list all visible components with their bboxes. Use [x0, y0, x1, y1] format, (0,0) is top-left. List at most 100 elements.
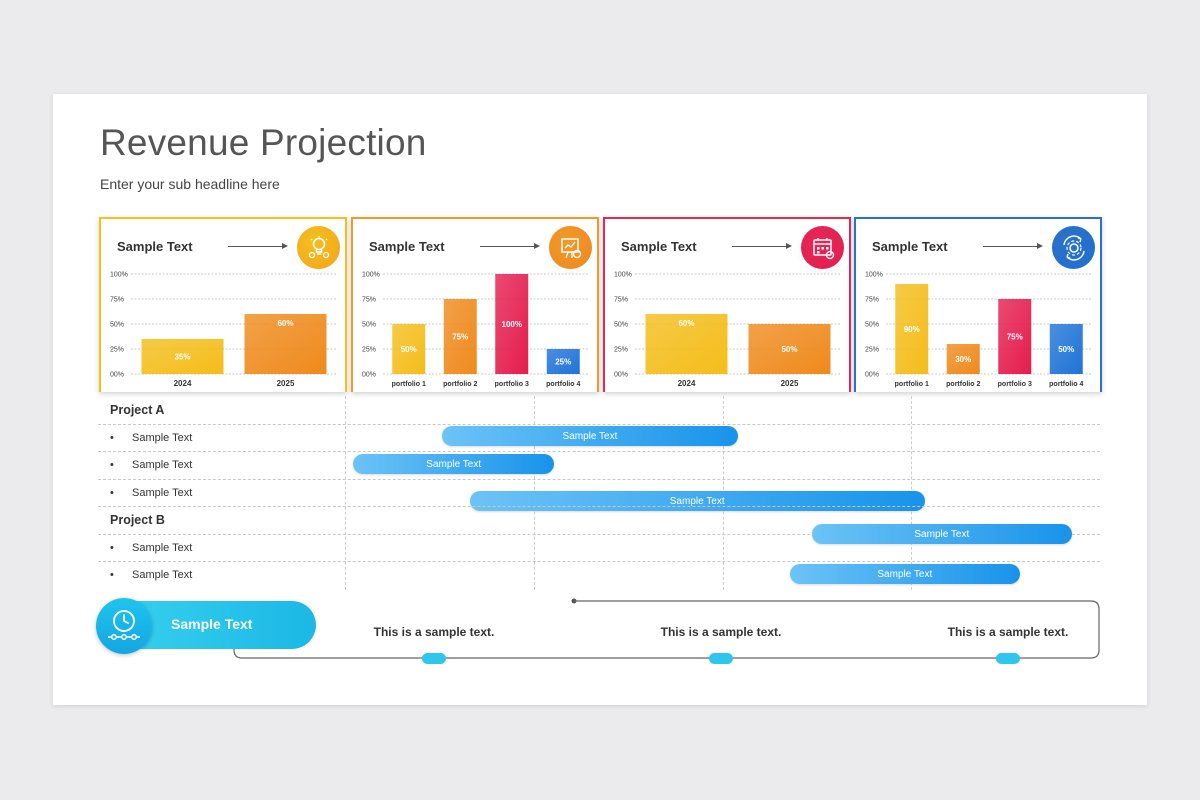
x-tick-label: portfolio 4	[546, 381, 580, 388]
chart-card: Sample Text 100% 75% 50% 25% 00% 35% 2024 60% 202…	[99, 217, 347, 392]
gantt-bar: Sample Text	[789, 564, 1020, 584]
x-tick-label: portfolio 1	[392, 381, 426, 388]
bar-value-label: 30%	[955, 355, 971, 364]
x-tick-label: 2025	[277, 379, 295, 388]
gear-cycle-icon	[1052, 226, 1095, 269]
presentation-board-icon	[549, 226, 592, 269]
gantt-task-row: • Sample Text	[110, 542, 192, 554]
gantt-task-label: Sample Text	[132, 486, 193, 499]
bar-value-label: 50%	[401, 345, 417, 354]
bar	[748, 324, 831, 374]
y-tick-label: 25%	[110, 347, 124, 354]
gantt-task-label: Sample Text	[132, 541, 193, 554]
x-tick-label: portfolio 3	[495, 381, 529, 388]
gantt-task-row: • Sample Text	[110, 487, 192, 499]
y-tick-label: 100%	[362, 272, 380, 279]
arrow-right-icon	[983, 243, 1043, 249]
bar	[645, 314, 728, 374]
bar	[546, 349, 580, 374]
gantt-task-row: • Sample Text	[110, 432, 192, 444]
timeline-marker	[422, 653, 446, 664]
gantt-task-label: Sample Text	[132, 569, 193, 581]
bar-value-label: 90%	[904, 325, 920, 334]
bar-value-label: 60%	[277, 319, 293, 328]
y-tick-label: 00%	[614, 372, 628, 379]
bar	[895, 284, 929, 374]
bullet: •	[110, 541, 114, 554]
y-tick-label: 75%	[362, 297, 376, 304]
chart-card: Sample Text 100% 75% 50% 25% 00% 90% portfolio …	[854, 217, 1102, 392]
timeline-text: This is a sample text.	[947, 625, 1069, 639]
arrow-right-icon	[732, 243, 792, 249]
x-tick-label: portfolio 4	[1049, 381, 1083, 388]
x-tick-label: portfolio 3	[998, 381, 1032, 388]
y-tick-label: 25%	[865, 347, 879, 354]
bar-chart: 100% 75% 50% 25% 00% 50% portfolio 1 75% portfol…	[362, 272, 589, 388]
chart-card: Sample Text 100% 75% 50% 25% 00% 60% 2024 50% 202…	[603, 217, 851, 392]
card-title: Sample Text	[872, 239, 948, 254]
y-tick-label: 50%	[614, 322, 628, 329]
timeline-text: This is a sample text.	[660, 625, 782, 639]
x-tick-label: portfolio 2	[443, 381, 477, 388]
y-tick-label: 75%	[614, 297, 628, 304]
y-tick-label: 25%	[614, 347, 628, 354]
gantt-task-row: • Sample Text	[110, 569, 192, 581]
bar	[244, 314, 327, 374]
y-tick-label: 25%	[362, 347, 376, 354]
gantt-chart: Project A • Sample Text Sample Text • Sample …	[98, 396, 1100, 590]
gantt-section-header: Project B	[110, 513, 165, 527]
bar	[946, 344, 980, 374]
y-tick-label: 00%	[865, 372, 879, 379]
bar	[443, 299, 477, 374]
bar-value-label: 75%	[1007, 333, 1023, 342]
gantt-bar: Sample Text	[811, 524, 1073, 544]
calendar-analytics-icon	[801, 226, 844, 269]
page-subtitle: Enter your sub headline here	[100, 176, 280, 192]
timeline-pill: Sample Text	[96, 598, 316, 654]
gantt-row-divider	[98, 451, 1100, 452]
y-tick-label: 50%	[362, 322, 376, 329]
bar-value-label: 75%	[452, 333, 468, 342]
slide: Revenue Projection Enter your sub headli…	[53, 94, 1147, 705]
gantt-section-header: Project A	[110, 403, 165, 417]
y-tick-label: 100%	[614, 272, 632, 279]
y-tick-label: 50%	[865, 322, 879, 329]
card-title: Sample Text	[621, 239, 697, 254]
x-tick-label: portfolio 2	[946, 381, 980, 388]
gantt-row-divider	[98, 533, 1100, 535]
y-tick-label: 75%	[865, 297, 879, 304]
y-tick-label: 00%	[362, 372, 376, 379]
bar-value-label: 100%	[502, 320, 522, 329]
bar-chart: 100% 75% 50% 25% 00% 35% 2024 60% 2025	[110, 272, 337, 388]
y-tick-label: 100%	[865, 272, 883, 279]
gantt-gridline	[345, 396, 346, 590]
y-tick-label: 100%	[110, 272, 128, 279]
timeline-marker	[709, 653, 733, 664]
bar	[1049, 324, 1083, 374]
gantt-row-divider	[98, 478, 1100, 480]
bullet: •	[110, 431, 114, 444]
bar	[392, 324, 426, 374]
gantt-bar: Sample Text	[441, 426, 739, 446]
timeline-pill-label: Sample Text	[171, 616, 253, 632]
x-tick-label: 2024	[678, 379, 696, 388]
timeline-connector	[233, 598, 1100, 664]
lightbulb-gear-icon	[297, 226, 340, 269]
y-tick-label: 00%	[110, 372, 124, 379]
bar-chart: 100% 75% 50% 25% 00% 60% 2024 50% 2025	[614, 272, 841, 388]
gantt-row-divider	[98, 561, 1100, 562]
y-tick-label: 50%	[110, 322, 124, 329]
bar-value-label: 50%	[781, 345, 797, 354]
bullet: •	[110, 569, 114, 581]
timeline-marker	[996, 653, 1020, 664]
gantt-task-label: Sample Text	[132, 459, 193, 471]
chart-card: Sample Text 100% 75% 50% 25% 00% 50% portfolio …	[351, 217, 599, 392]
x-tick-label: 2024	[174, 379, 192, 388]
bar-value-label: 60%	[678, 319, 694, 328]
card-title: Sample Text	[117, 239, 193, 254]
bar	[998, 299, 1032, 374]
x-tick-label: 2025	[781, 379, 799, 388]
bullet: •	[110, 486, 114, 499]
gantt-bar: Sample Text	[353, 454, 555, 474]
y-tick-label: 75%	[110, 297, 124, 304]
